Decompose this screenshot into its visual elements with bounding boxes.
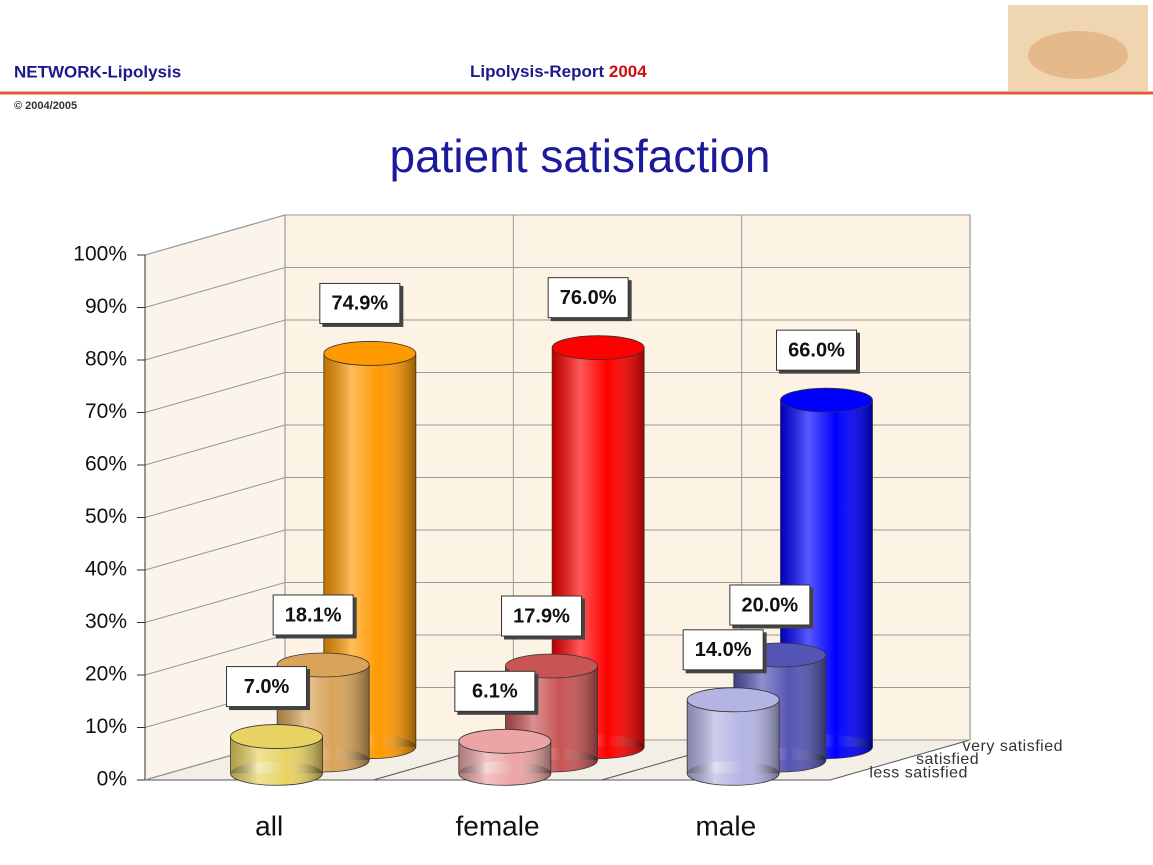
bar-top [459, 729, 551, 753]
y-tick-label: 50% [85, 505, 127, 528]
y-tick-label: 40% [85, 558, 127, 581]
header-photo-detail [1028, 31, 1128, 79]
y-tick-label: 90% [85, 295, 127, 318]
header-year: 2004 [609, 62, 647, 81]
x-tick-label: all [255, 810, 283, 841]
y-tick-label: 0% [97, 768, 127, 791]
slide: NETWORK-Lipolysis Lipolysis-Report 2004 … [0, 0, 1153, 865]
header-center: Lipolysis-Report 2004 [470, 62, 647, 81]
value-label: 18.1% [285, 604, 342, 626]
series-label: less satisfied [869, 765, 968, 782]
value-label: 76.0% [560, 287, 617, 309]
x-tick-label: female [455, 810, 539, 841]
y-tick-label: 20% [85, 663, 127, 686]
value-label: 6.1% [472, 681, 518, 703]
bar-top [687, 688, 779, 712]
value-label: 66.0% [788, 339, 845, 361]
bar-top [231, 725, 323, 749]
plot: 0% 10% 20% 30% 40% 50% 60% 70% 80% 90% 100% all fema… [73, 215, 1063, 841]
bar-top [781, 388, 873, 412]
bar-bottom-shade [687, 761, 779, 785]
chart-title: patient satisfaction [389, 130, 770, 182]
value-label: 14.0% [695, 639, 752, 661]
y-tick-label: 30% [85, 610, 127, 633]
page: NETWORK-Lipolysis Lipolysis-Report 2004 … [0, 0, 1153, 865]
value-label: 7.0% [244, 676, 290, 698]
value-label: 74.9% [331, 293, 388, 315]
header-report: Lipolysis-Report [470, 62, 604, 81]
bar-top [324, 341, 416, 365]
y-tick-label: 60% [85, 453, 127, 476]
y-tick-label: 80% [85, 348, 127, 371]
copyright: © 2004/2005 [14, 100, 77, 112]
x-tick-label: male [695, 810, 756, 841]
bar-top [552, 336, 644, 360]
value-label: 20.0% [741, 594, 798, 616]
header-left: NETWORK-Lipolysis [14, 62, 181, 81]
value-label: 17.9% [513, 605, 570, 627]
y-tick-label: 10% [85, 715, 127, 738]
y-tick-label: 100% [73, 243, 127, 266]
y-tick-label: 70% [85, 400, 127, 423]
bar-bottom-shade [459, 761, 551, 785]
bar-bottom-shade [231, 761, 323, 785]
